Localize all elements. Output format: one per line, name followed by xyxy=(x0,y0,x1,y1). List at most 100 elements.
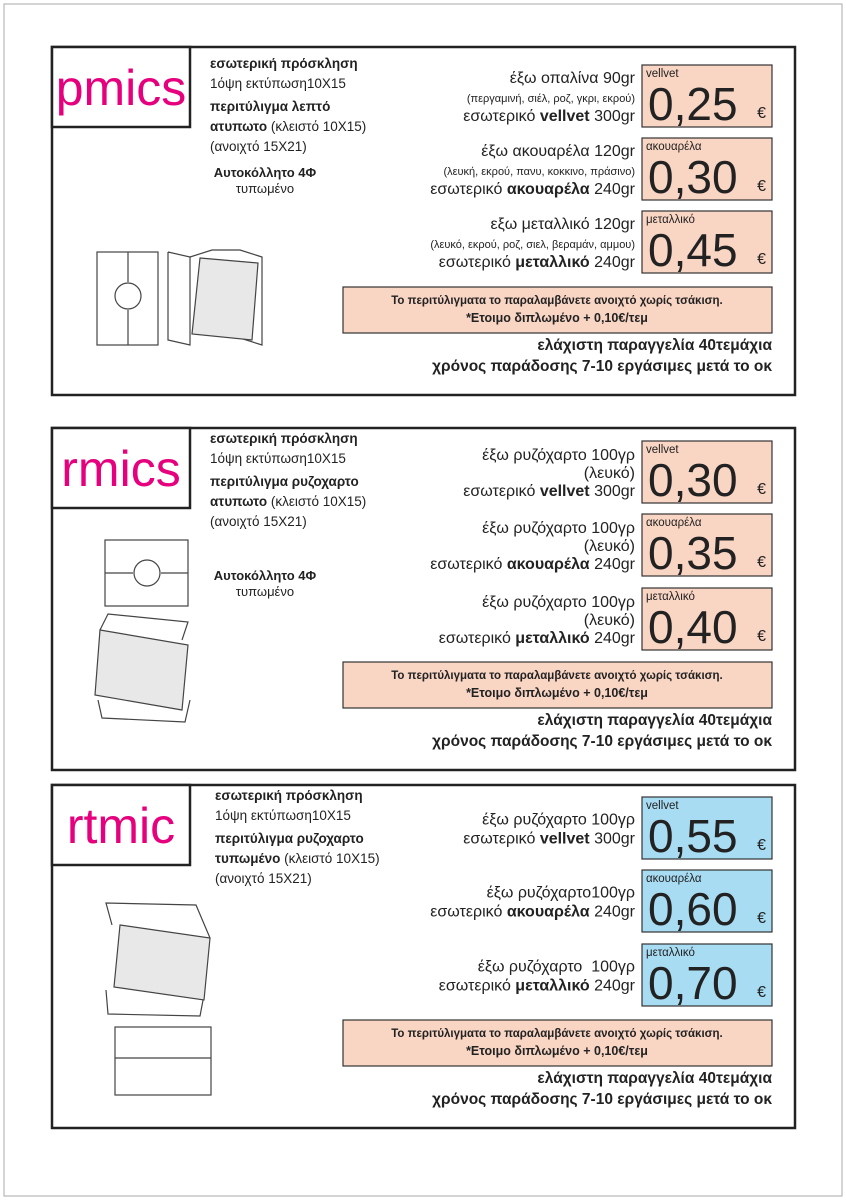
price: 0,40 xyxy=(648,601,738,653)
text-line: εσωτερικό ακουαρέλα 240gr xyxy=(430,181,635,198)
text-line: εσωτερικό μεταλλικό 240gr xyxy=(439,630,636,647)
text-segment: εσωτερική πρόσκληση xyxy=(210,56,358,71)
text-line: έξω οπαλίνα 90gr xyxy=(510,70,636,87)
text-segment: μεταλλικό xyxy=(515,254,590,271)
text-line: εσωτερικό vellvet 300gr xyxy=(463,483,635,500)
order-terms: ελάχιστη παραγγελία 40τεμάχια xyxy=(537,712,772,729)
text-segment: 240gr xyxy=(590,978,636,995)
text-line: (ανοιχτό 15Χ21) xyxy=(210,514,307,529)
text-segment: (ανοιχτό 15Χ21) xyxy=(215,871,312,886)
text-line: εσωτερική πρόσκληση xyxy=(210,56,358,71)
text-line: έξω ρυζόχαρτο 100γρ xyxy=(482,447,635,464)
text-line: περιτύλιγμα ρυζοχαρτο xyxy=(215,831,364,846)
text-segment: (λευκό) xyxy=(584,538,635,555)
product-code: rtmic xyxy=(67,798,175,854)
note-text: *Ετοιμο διπλωμένο + 0,10€/τεμ xyxy=(466,1044,648,1058)
text-segment: vellvet xyxy=(540,483,590,500)
code-box xyxy=(50,426,192,510)
text-segment: εσωτερικό xyxy=(463,483,540,500)
text-segment: (κλειστό 10Χ15) xyxy=(267,119,366,134)
text-segment: (περγαμινή, σιέλ, ροζ, γκρι, εκρού) xyxy=(467,93,635,105)
text-segment: εσωτερικό xyxy=(430,556,507,573)
text-segment: περιτύλιγμα λεπτό xyxy=(210,99,330,114)
currency: € xyxy=(757,178,766,195)
text-line: εσωτερική πρόσκληση xyxy=(215,788,363,803)
text-line: έξω ρυζόχαρτο100γρ xyxy=(487,885,635,902)
illustration xyxy=(96,249,263,346)
text-line: (λευκό) xyxy=(584,465,635,482)
price-label: μεταλλικό xyxy=(646,947,695,959)
code-box xyxy=(50,45,192,129)
text-segment: εσωτερικό xyxy=(430,181,507,198)
order-terms: ελάχιστη παραγγελία 40τεμάχια xyxy=(537,1070,772,1087)
text-segment: έξω ρυζόχαρτο 100γρ xyxy=(482,594,635,611)
text-segment: 300gr xyxy=(590,108,636,125)
text-segment: 300gr xyxy=(590,483,636,500)
price-box xyxy=(641,587,773,651)
text-segment: εσωτερικό xyxy=(439,630,516,647)
text-line: περιτύλιγμα ρυζοχαρτο xyxy=(210,474,359,489)
note-box xyxy=(342,661,773,709)
text-line: έξω ρυζόχαρτο 100γρ xyxy=(482,594,635,611)
text-segment: ατυπωτο xyxy=(210,119,267,134)
price-box xyxy=(641,943,773,1007)
text-segment: έξω οπαλίνα 90gr xyxy=(510,70,636,87)
text-segment: (λευκό, εκρού, ροζ, σιελ, βεραμάν, αμμου… xyxy=(430,239,635,251)
text-segment: έξω ρυζόχαρτο 100γρ xyxy=(482,520,635,537)
illustration xyxy=(105,902,212,1096)
text-segment: (κλειστό 10Χ15) xyxy=(280,851,379,866)
text-line: 1όψη εκτύπωση10Χ15 xyxy=(210,451,346,466)
text-line: (ανοιχτό 15Χ21) xyxy=(210,139,307,154)
price-label: vellvet xyxy=(646,800,679,812)
price-label: vellvet xyxy=(646,444,679,456)
price-label: ακουαρέλα xyxy=(646,873,702,885)
price-box xyxy=(641,869,773,933)
text-line: (περγαμινή, σιέλ, ροζ, γκρι, εκρού) xyxy=(467,93,635,105)
text-segment: ατυπωτο xyxy=(210,494,267,509)
text-segment: 240gr xyxy=(590,630,636,647)
section-box xyxy=(50,45,797,397)
text-segment: 240gr xyxy=(590,254,636,271)
currency: € xyxy=(757,837,766,854)
text-segment: περιτύλιγμα ρυζοχαρτο xyxy=(215,831,364,846)
text-line: (λευκό) xyxy=(584,538,635,555)
order-terms: χρόνος παράδοσης 7-10 εργάσιμες μετά το … xyxy=(432,733,772,750)
note-text: Το περιτύλιγματα το παραλαμβάνετε ανοιχτ… xyxy=(391,670,723,682)
text-line: έξω ρυζόχαρτο 100γρ xyxy=(482,812,635,829)
text-segment: εξω μεταλλικό 120gr xyxy=(490,216,635,233)
text-line: εσωτερική πρόσκληση xyxy=(210,431,358,446)
text-line: εξω μεταλλικό 120gr xyxy=(490,216,635,233)
text-line: εσωτερικό ακουαρέλα 240gr xyxy=(430,904,635,921)
text-segment: μεταλλικό xyxy=(515,630,590,647)
text-line: ατυπωτο (κλειστό 10Χ15) xyxy=(210,494,366,509)
price: 0,30 xyxy=(648,454,738,506)
currency: € xyxy=(757,984,766,1001)
product-code: pmics xyxy=(56,60,187,116)
price-label: vellvet xyxy=(646,68,679,80)
price-box xyxy=(641,137,773,201)
text-segment: έξω ρυζόχαρτο 100γρ xyxy=(482,447,635,464)
text-segment: vellvet xyxy=(540,108,590,125)
text-line: εσωτερικό μεταλλικό 240gr xyxy=(439,978,636,995)
text-line: (ανοιχτό 15Χ21) xyxy=(215,871,312,886)
text-segment: (λευκό) xyxy=(584,612,635,629)
product-code: rmics xyxy=(61,441,180,497)
text-line: (λευκό, εκρού, ροζ, σιελ, βεραμάν, αμμου… xyxy=(430,239,635,251)
price-label: ακουαρέλα xyxy=(646,141,702,153)
text-segment: 1όψη εκτύπωση10Χ15 xyxy=(210,451,346,466)
text-segment: (κλειστό 10Χ15) xyxy=(267,494,366,509)
text-segment: ακουαρέλα xyxy=(507,556,590,573)
text-line: 1όψη εκτύπωση10Χ15 xyxy=(210,76,346,91)
note-box xyxy=(342,286,773,334)
note-text: *Ετοιμο διπλωμένο + 0,10€/τεμ xyxy=(466,686,648,700)
text-line: (λευκή, εκρού, πανυ, κοκκινο, πράσινο) xyxy=(443,166,635,178)
text-segment: έξω ακουαρέλα 120gr xyxy=(481,143,635,160)
price-box xyxy=(641,64,773,128)
price: 0,30 xyxy=(648,151,738,203)
text-line: περιτύλιγμα λεπτό xyxy=(210,99,330,114)
price: 0,70 xyxy=(648,957,738,1009)
text-line: 1όψη εκτύπωση10Χ15 xyxy=(215,808,351,823)
currency: € xyxy=(757,481,766,498)
sticker-text: Αυτοκόλλητο 4Φ xyxy=(214,568,317,583)
text-segment: vellvet xyxy=(540,831,590,848)
